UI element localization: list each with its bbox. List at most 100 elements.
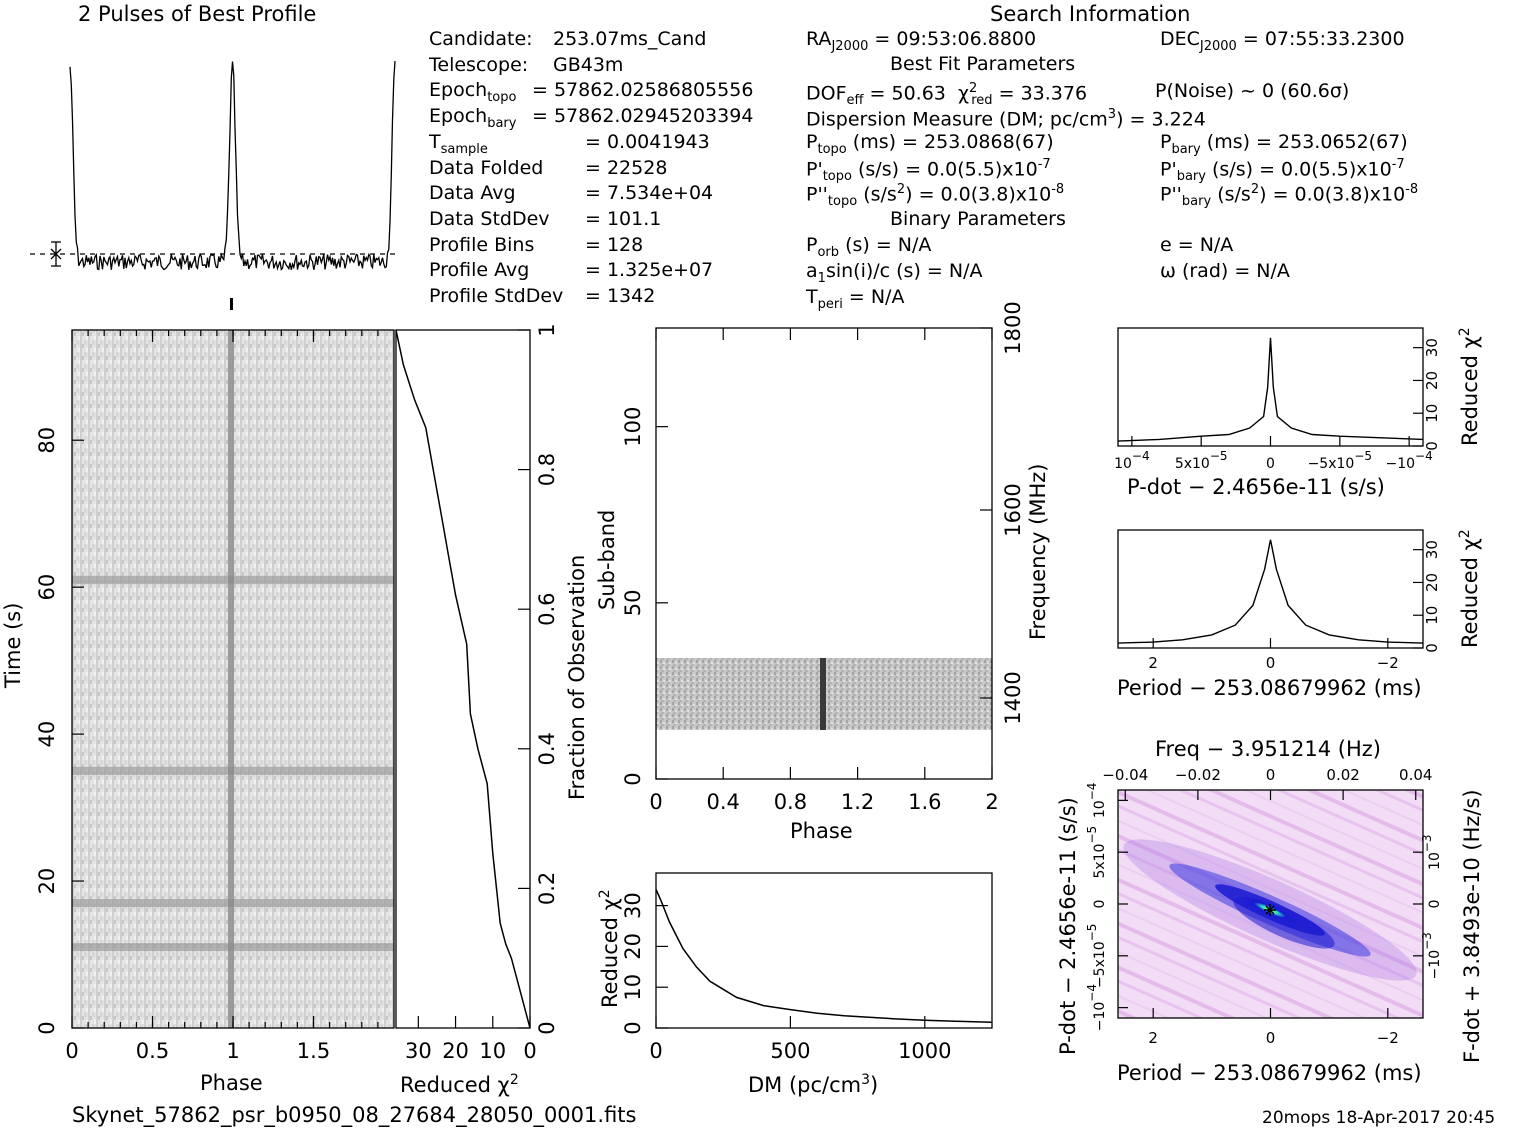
tick-label: −0.04 <box>1102 766 1148 784</box>
pe-ylabel-sup: 2 <box>1457 529 1473 539</box>
pulse-marker <box>230 298 233 310</box>
cand-row: Data StdDev <box>429 207 550 230</box>
tick-label: 0 <box>1423 643 1441 653</box>
cand-row: Profile StdDev <box>429 287 563 306</box>
pddbary-sup: 2 <box>1250 182 1260 197</box>
pp-toplabel: Freq − 3.951214 (Hz) <box>1155 737 1381 761</box>
tick-label: 0 <box>35 1021 59 1034</box>
cand-label: Data Folded <box>429 156 544 179</box>
tick-label: 10−4 <box>1085 783 1108 819</box>
cand-label: Data StdDev <box>429 207 550 230</box>
period-line <box>1117 539 1424 644</box>
a1-value: sin(i)/c (s) = N/A <box>825 260 983 282</box>
chi2-time-line <box>395 329 531 1029</box>
chi-sub: red <box>971 93 993 109</box>
tp-xlabel: Phase <box>200 1071 263 1095</box>
cand-row: Profile Avg <box>429 261 529 280</box>
dec-label: DEC <box>1160 28 1200 50</box>
ct-rlabel: Fraction of Observation <box>565 554 589 800</box>
profile-error-bar <box>50 241 62 267</box>
tick-label: 0 <box>1423 441 1441 451</box>
pd-ylabel-text: Reduced χ <box>1458 336 1482 446</box>
tperi-label: T <box>806 286 818 308</box>
tp-ylabel: Time (s) <box>1 602 25 688</box>
tick-label: −10−4 <box>1386 449 1433 472</box>
dm-ylabel: Reduced χ2 <box>597 889 622 1008</box>
pdbary-sub: bary <box>1176 169 1206 185</box>
tick-label: 0.4 <box>535 732 559 765</box>
pdot-plot: 10−4 5x10−5 0 −5x10−5 −10−4 0 10 20 30 <box>1114 327 1441 472</box>
tick-label: 60 <box>35 574 59 601</box>
cand-value: = 1342 <box>585 285 656 307</box>
tperi-sub: peri <box>817 296 843 312</box>
period-frame <box>1117 529 1424 649</box>
tick-label: 20 <box>621 933 645 960</box>
a1-sub: 1 <box>817 270 826 286</box>
ra-label: RA <box>806 28 832 50</box>
cand-row: Tsample <box>429 132 488 155</box>
footer-stamp: 20mops 18-Apr-2017 20:45 <box>1262 1108 1496 1128</box>
tick-label: 0 <box>523 1039 536 1063</box>
pdbary-value: (s/s) = 0.0(5.5)x10 <box>1212 158 1392 181</box>
tick-label: 0 <box>649 1039 662 1063</box>
pnoise-value: P(Noise) ~ 0 (60.6σ) <box>1155 80 1350 102</box>
tick-label: 2 <box>1148 1029 1158 1047</box>
pbary-sub: bary <box>1171 141 1201 157</box>
pdot-line <box>1117 337 1424 442</box>
tick-label: 20 <box>442 1039 469 1063</box>
tick-label: 100 <box>621 407 645 447</box>
tick-label: 1.5 <box>297 1039 330 1063</box>
file-name: Skynet_57862_psr_b0950_08_27684_28050_00… <box>72 1103 637 1127</box>
cand-value: = 57862.02945203394 <box>532 105 754 128</box>
tick-label: 30 <box>405 1039 432 1063</box>
pbary-value: (ms) = 253.0652(67) <box>1206 131 1408 153</box>
pdtopo-value: (s/s) = 0.0(5.5)x10 <box>858 158 1038 181</box>
dec-sub: J2000 <box>1199 38 1237 54</box>
dof-value: = 50.63 <box>869 82 946 105</box>
cand-label: Data Avg <box>429 182 516 205</box>
pddtopo-value: (s/s <box>863 183 897 206</box>
pp-xlabel: Period − 253.08679962 (ms) <box>1117 1061 1422 1085</box>
dm-xlabel-sup: 3 <box>861 1072 871 1088</box>
tick-label: 0 <box>621 772 645 785</box>
subband-plot: 0 0.4 0.8 1.2 1.6 2 0 50 100 1400 1600 1800 <box>621 301 1025 814</box>
dm-xlabel-text: DM (pc/cm <box>748 1073 862 1097</box>
cand-label: Profile Avg <box>429 259 530 282</box>
pd-ylabel: Reduced χ2 <box>1457 327 1482 446</box>
period-pdot-map: 2 0 −2 −0.04 −0.02 0 0.02 0.04 10−4 5x10−5 0 −5x1… <box>1085 766 1443 1047</box>
omega-value: ω (rad) = N/A <box>1160 260 1290 282</box>
tick-label: 80 <box>35 427 59 454</box>
tick-label: 500 <box>770 1039 810 1063</box>
cand-value: = 7.534e+04 <box>585 182 714 205</box>
chi-value: = 33.376 <box>998 82 1088 105</box>
tick-label: 0.8 <box>774 790 807 814</box>
cand-value: GB43m <box>553 53 624 76</box>
cand-label: Telescope: <box>429 53 529 76</box>
cand-row: Data Avg <box>429 184 516 203</box>
tick-label: 2 <box>1148 654 1158 672</box>
cand-row: Candidate: <box>429 30 533 49</box>
pdtopo-exp: -7 <box>1037 157 1051 172</box>
ptopo-sub: topo <box>817 141 847 157</box>
cand-value: = 0.0041943 <box>585 130 710 153</box>
pe-ylabel: Reduced χ2 <box>1457 529 1482 648</box>
pddbary-sub: bary <box>1181 194 1212 210</box>
tick-label: 10−4 <box>1114 449 1150 472</box>
tick-label: 10 <box>621 974 645 1001</box>
dof-label: DOF <box>806 82 847 105</box>
tick-label: 0 <box>65 1039 78 1063</box>
profile-title: 2 Pulses of Best Profile <box>78 2 317 26</box>
ra-sub: J2000 <box>831 38 869 54</box>
cand-value: = 57862.02586805556 <box>532 79 754 102</box>
pp-map-best-marker <box>1264 904 1276 916</box>
cand-row: Profile Bins <box>429 235 534 255</box>
cand-value: = 101.1 <box>585 207 662 230</box>
profile-line <box>69 61 396 272</box>
tick-label: 1.2 <box>841 790 874 814</box>
dm-ylabel-sup: 2 <box>597 889 613 899</box>
tick-label: 0 <box>1427 900 1443 909</box>
profile-plot <box>30 61 400 310</box>
pddbary-value2: ) = 0.0(3.8)x10 <box>1259 183 1406 206</box>
chi2-time-plot: 30 20 10 0 0 0.2 0.4 0.6 0.8 1 <box>395 323 559 1063</box>
